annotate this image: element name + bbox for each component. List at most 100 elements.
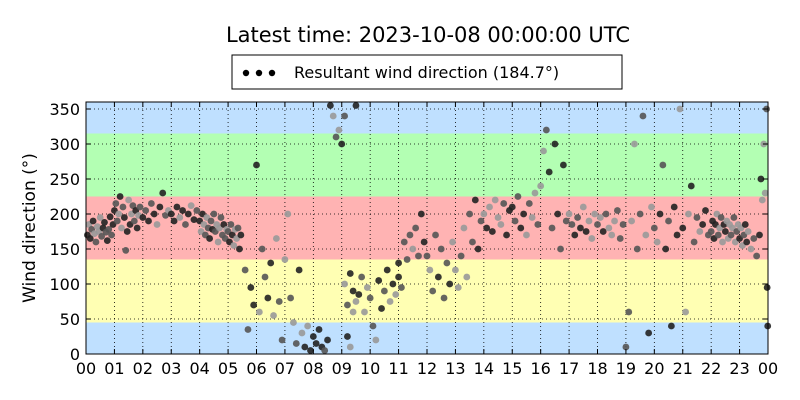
data-point [116,193,124,200]
x-tick-label: 08 [303,359,323,378]
data-point [721,228,729,235]
data-point [341,112,348,120]
data-point [690,238,698,246]
data-point [344,301,351,309]
data-point [352,298,360,305]
data-point [673,231,681,239]
data-point [113,217,121,225]
data-point [234,224,242,232]
x-tick-label: 13 [445,359,465,378]
data-point [636,210,644,218]
data-point [123,228,131,235]
data-point [332,133,340,141]
data-point [648,203,655,211]
data-point [179,207,187,214]
data-point [577,224,584,232]
data-point [98,233,106,240]
x-tick-label: 09 [332,359,352,378]
data-point [477,217,485,225]
data-point [761,189,769,197]
data-point [616,235,624,242]
data-point [349,308,357,316]
data-point [108,231,115,239]
data-point [241,266,249,274]
y-tick-label: 250 [49,170,80,189]
legend-marker-dot [242,69,250,77]
data-point [307,347,314,354]
data-point [264,294,272,302]
data-point [471,196,479,204]
y-axis-label: Wind direction (°) [20,153,40,303]
data-point [540,147,547,155]
y-tick-label: 100 [49,275,80,294]
data-point [118,224,125,232]
data-point [130,217,138,225]
data-point [719,238,726,246]
data-point [714,231,722,239]
data-point [699,221,707,228]
data-point [321,347,329,354]
data-point [743,238,751,246]
data-point [290,319,297,326]
data-point [103,237,111,245]
data-point [184,210,192,218]
x-tick-label: 07 [275,359,295,378]
data-point [452,266,459,274]
data-point [355,291,363,298]
x-tick-label: 10 [360,359,380,378]
x-tick-label: 21 [673,359,693,378]
data-point [247,284,255,291]
data-point [557,245,564,253]
data-point [159,189,167,197]
data-point [491,196,499,204]
data-point [758,196,766,204]
data-point [400,238,408,246]
data-point [687,182,695,190]
data-point [503,231,510,239]
x-tick-label: 01 [104,359,124,378]
data-point [380,287,388,295]
data-point [763,284,771,291]
data-point [395,259,402,267]
data-point [153,221,161,228]
data-point [757,175,765,183]
data-point [551,140,559,148]
data-point [190,216,198,224]
data-point [656,210,664,218]
x-tick-label: 15 [502,359,522,378]
x-tick-label: 04 [189,359,209,378]
data-point [619,221,627,228]
x-tick-label: 05 [218,359,238,378]
data-point [463,273,471,281]
data-point [633,245,641,253]
data-point [270,312,277,319]
data-point [628,217,635,225]
data-point [426,266,434,274]
data-point [417,210,425,218]
x-tick-label: 22 [701,359,721,378]
data-point [92,238,100,246]
data-point [315,326,323,333]
data-point [227,221,235,228]
data-point [409,245,417,253]
x-tick-label: 11 [388,359,408,378]
data-point [653,238,661,246]
data-point [338,140,346,148]
data-point [622,343,630,351]
data-point [147,200,155,207]
data-point [599,228,607,235]
data-point [261,273,269,281]
data-point [312,340,320,347]
data-point [591,210,599,218]
data-point [486,203,493,211]
data-point [206,235,214,242]
data-point [474,245,482,253]
data-point [693,214,701,221]
data-point [349,287,357,295]
data-point [142,207,150,214]
data-point [275,298,283,305]
data-point [511,217,519,225]
data-point [346,270,354,277]
data-point [534,221,542,228]
data-point [605,224,613,232]
